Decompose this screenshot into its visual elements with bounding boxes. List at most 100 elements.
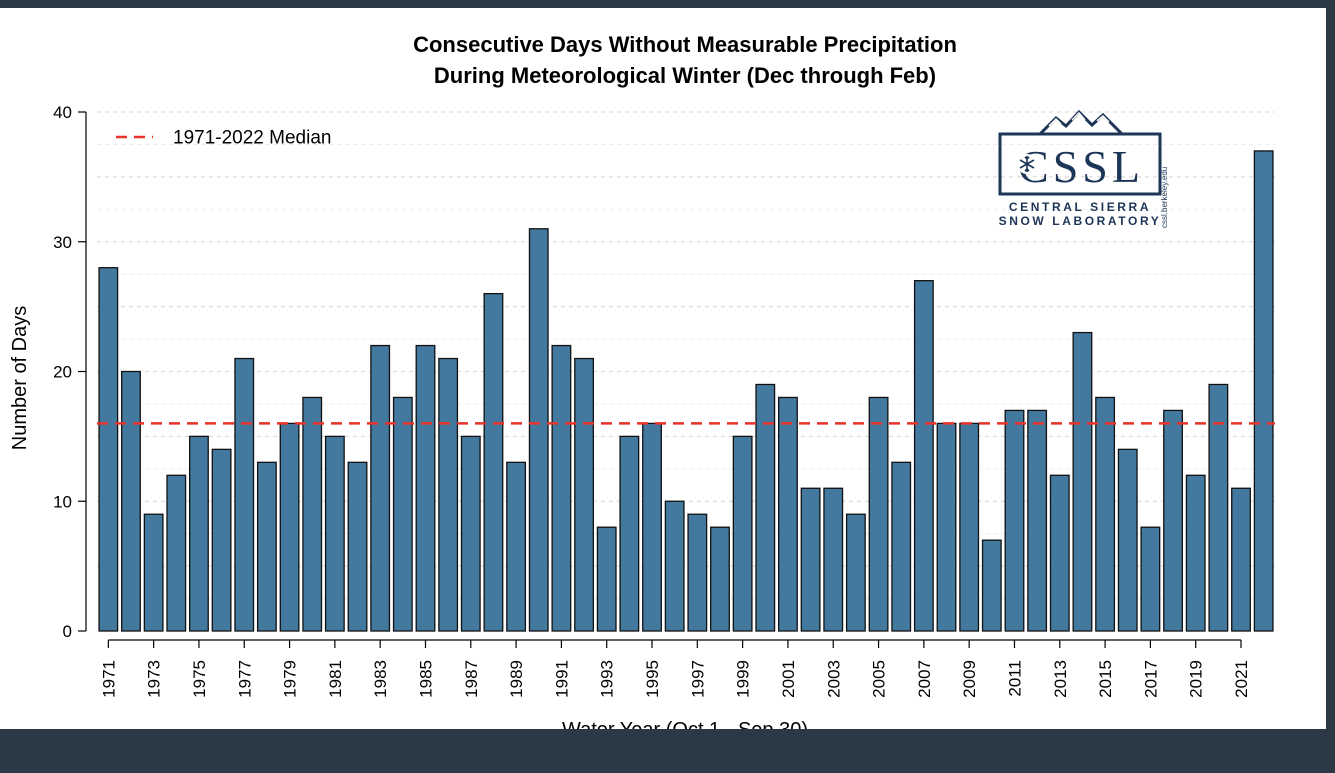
bar-2011 [1004,409,1025,632]
x-tick-label: 2021 [1232,660,1251,698]
bar-2014 [1072,331,1093,632]
logo-url: cssl.berkeley.edu [1160,167,1169,228]
bar-2004 [845,513,866,632]
x-tick-label: 1971 [99,660,118,698]
bar-1974 [166,474,187,632]
bar-1997 [687,513,708,632]
bar-2021 [1231,487,1251,632]
x-tick-label: 2009 [960,660,979,698]
x-tick-label: 1997 [688,660,707,698]
bar-2018 [1163,409,1183,632]
bar-1983 [370,344,391,632]
cssl-logo: CSSL CENTRAL SIERRA SNOW LABORATORY cssl… [998,109,1169,228]
bar-1982 [347,461,368,632]
x-tick-label: 2001 [779,660,798,698]
bar-1988 [483,292,504,632]
y-tick-label: 20 [53,363,72,382]
bar-1984 [392,396,413,632]
x-tick-label: 2011 [1005,660,1024,697]
bar-2019 [1185,474,1206,632]
bar-2006 [891,461,912,632]
bar-1986 [438,357,459,632]
bar-1996 [664,500,685,632]
bar-1978 [256,461,277,632]
x-tick-label: 1995 [643,660,662,698]
bar-1977 [234,357,255,632]
bar-1981 [324,435,345,632]
bar-1976 [211,448,232,632]
bar-2003 [823,487,844,632]
x-tick-label: 1985 [416,660,435,698]
bar-2009 [959,422,980,632]
bar-1979 [279,422,300,632]
bar-2007 [913,280,934,632]
legend-median-label: 1971-2022 Median [173,128,331,149]
bar-1995 [642,422,662,632]
y-tick-label: 40 [53,103,72,122]
x-tick-label: 1973 [145,660,164,698]
bottom-bar [0,729,1335,773]
x-tick-label: 1975 [190,660,209,698]
y-tick-label: 10 [53,492,72,511]
x-tick-label: 1999 [734,660,753,698]
bar-1980 [302,396,323,632]
bar-1989 [506,461,527,632]
bar-2017 [1140,526,1161,632]
bars [98,150,1274,632]
bar-1992 [574,357,594,632]
x-tick-label: 2005 [870,660,889,698]
bar-1987 [460,435,481,632]
chart-title: Consecutive Days Without Measurable Prec… [413,32,957,57]
bar-1975 [189,435,209,632]
chart-frame: Consecutive Days Without Measurable Prec… [0,8,1326,729]
x-tick-label: 2015 [1096,660,1115,698]
bar-2008 [936,422,957,632]
bar-2005 [868,396,889,632]
bar-1999 [732,435,753,632]
y-tick-label: 0 [63,622,72,641]
logo-box [998,132,1162,196]
bar-1973 [143,513,164,632]
x-tick-label: 2017 [1141,660,1160,698]
x-tick-label: 1977 [235,660,254,698]
bar-1985 [415,344,436,632]
chart-svg: Consecutive Days Without Measurable Prec… [9,32,1275,729]
y-axis-label: Number of Days [9,306,31,451]
bar-1991 [551,344,572,632]
bar-1998 [710,526,730,632]
x-tick-label: 2013 [1051,660,1070,698]
x-tick-label: 1987 [462,660,481,698]
bar-2015 [1095,396,1116,632]
x-tick-label: 1983 [371,660,390,698]
axes: 0 10 20 30 40 1971 1973 1975 1977 1979 1981 1983 198… [53,103,1251,698]
bar-2000 [755,383,776,632]
bar-2001 [778,396,798,632]
bar-2016 [1117,448,1138,632]
bar-2012 [1027,409,1048,632]
snowflake-icon [1017,154,1037,174]
logo-line2: SNOW LABORATORY [999,214,1162,228]
bar-1994 [619,435,640,632]
bar-2002 [800,487,821,632]
bar-1972 [121,370,141,632]
x-axis-label: Water Year (Oct 1 - Sep 30) [562,719,808,729]
logo-line1: CENTRAL SIERRA [1009,200,1151,214]
y-tick-label: 30 [53,233,72,252]
x-tick-label: 1981 [326,660,345,698]
x-tick-label: 1993 [598,660,617,698]
x-tick-label: 1991 [552,660,571,698]
legend: 1971-2022 Median [116,128,331,149]
x-tick-label: 1989 [507,660,526,698]
bar-2020 [1208,383,1229,632]
bar-1993 [596,526,617,632]
bar-2010 [981,539,1002,632]
bar-2022 [1253,150,1274,632]
bar-2013 [1049,474,1070,632]
x-tick-label: 2007 [915,660,934,698]
chart-subtitle: During Meteorological Winter (Dec throug… [434,63,936,88]
bar-1990 [528,228,549,632]
x-tick-label: 2003 [824,660,843,698]
x-tick-label: 2019 [1187,660,1206,698]
x-tick-label: 1979 [281,660,300,698]
bar-1971 [98,267,119,632]
